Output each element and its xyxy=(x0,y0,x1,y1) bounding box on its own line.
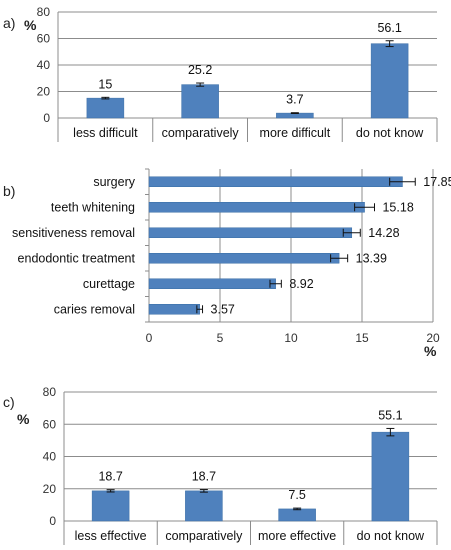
data-label: 17.85 xyxy=(423,175,451,189)
bar xyxy=(148,227,353,238)
y-tick-label: 0 xyxy=(49,514,56,528)
category-label: less difficult xyxy=(73,126,138,140)
category-label: caries removal xyxy=(54,302,135,316)
y-tick-label: 80 xyxy=(43,385,57,399)
x-tick-label: 0 xyxy=(146,331,153,345)
panel-c-ylabel: % xyxy=(17,411,30,427)
bar xyxy=(278,508,316,522)
category-label: do not know xyxy=(356,126,424,140)
category-label: comparatively xyxy=(162,126,240,140)
data-label: 8.92 xyxy=(289,277,313,291)
bar xyxy=(91,490,130,522)
y-tick-label: 20 xyxy=(37,85,51,99)
category-label: curettage xyxy=(83,277,135,291)
panel-a-ylabel: % xyxy=(24,17,37,33)
data-label: 7.5 xyxy=(288,488,305,502)
category-label: less effective xyxy=(75,529,147,543)
data-label: 18.7 xyxy=(98,470,122,484)
x-tick-label: 5 xyxy=(217,331,224,345)
category-label: more difficult xyxy=(260,126,331,140)
data-label: 55.1 xyxy=(378,408,402,422)
panel-c-label: c) xyxy=(3,394,15,410)
category-label: sensitiveness removal xyxy=(12,226,135,240)
bar xyxy=(148,304,200,315)
bar xyxy=(370,43,409,119)
x-tick-label: 20 xyxy=(426,331,440,345)
bar xyxy=(148,176,403,187)
y-tick-label: 80 xyxy=(37,5,51,19)
x-tick-label: 15 xyxy=(355,331,369,345)
category-label: comparatively xyxy=(165,529,243,543)
data-label: 25.2 xyxy=(188,63,212,77)
category-label: do not know xyxy=(357,529,425,543)
panel-a-chart: a) % 0 20 40 60 80 less difficult comparative… xyxy=(3,5,438,142)
bar xyxy=(148,202,365,213)
data-label: 14.28 xyxy=(368,226,399,240)
bar xyxy=(86,97,125,119)
category-label: surgery xyxy=(93,175,135,189)
panel-a-label: a) xyxy=(3,15,15,31)
panel-c-chart: c) % 0 20 40 60 80 less effective comparative… xyxy=(3,385,438,545)
bar xyxy=(181,84,219,119)
data-label: 15.18 xyxy=(382,200,413,214)
bar xyxy=(371,431,410,522)
data-label: 15 xyxy=(98,77,112,91)
y-tick-label: 0 xyxy=(43,111,50,125)
category-label: more effective xyxy=(258,529,336,543)
panel-b-chart: b) % 0 5 10 15 20 surgery teeth whitening sens… xyxy=(3,168,451,359)
bar xyxy=(148,278,276,289)
y-tick-label: 60 xyxy=(43,417,57,431)
panel-b-label: b) xyxy=(3,183,15,199)
data-label: 56.1 xyxy=(377,21,401,35)
data-label: 3.57 xyxy=(211,302,235,316)
bar xyxy=(185,490,223,522)
x-tick-label: 10 xyxy=(284,331,298,345)
category-label: endodontic treatment xyxy=(18,251,136,265)
panel-b-xlabel: % xyxy=(424,343,437,359)
y-tick-label: 40 xyxy=(43,450,57,464)
category-label: teeth whitening xyxy=(51,200,135,214)
y-tick-label: 40 xyxy=(37,58,51,72)
bar xyxy=(148,253,340,264)
y-tick-label: 60 xyxy=(37,32,51,46)
data-label: 13.39 xyxy=(356,251,387,265)
y-tick-label: 20 xyxy=(43,482,57,496)
data-label: 18.7 xyxy=(192,470,216,484)
data-label: 3.7 xyxy=(286,93,303,107)
